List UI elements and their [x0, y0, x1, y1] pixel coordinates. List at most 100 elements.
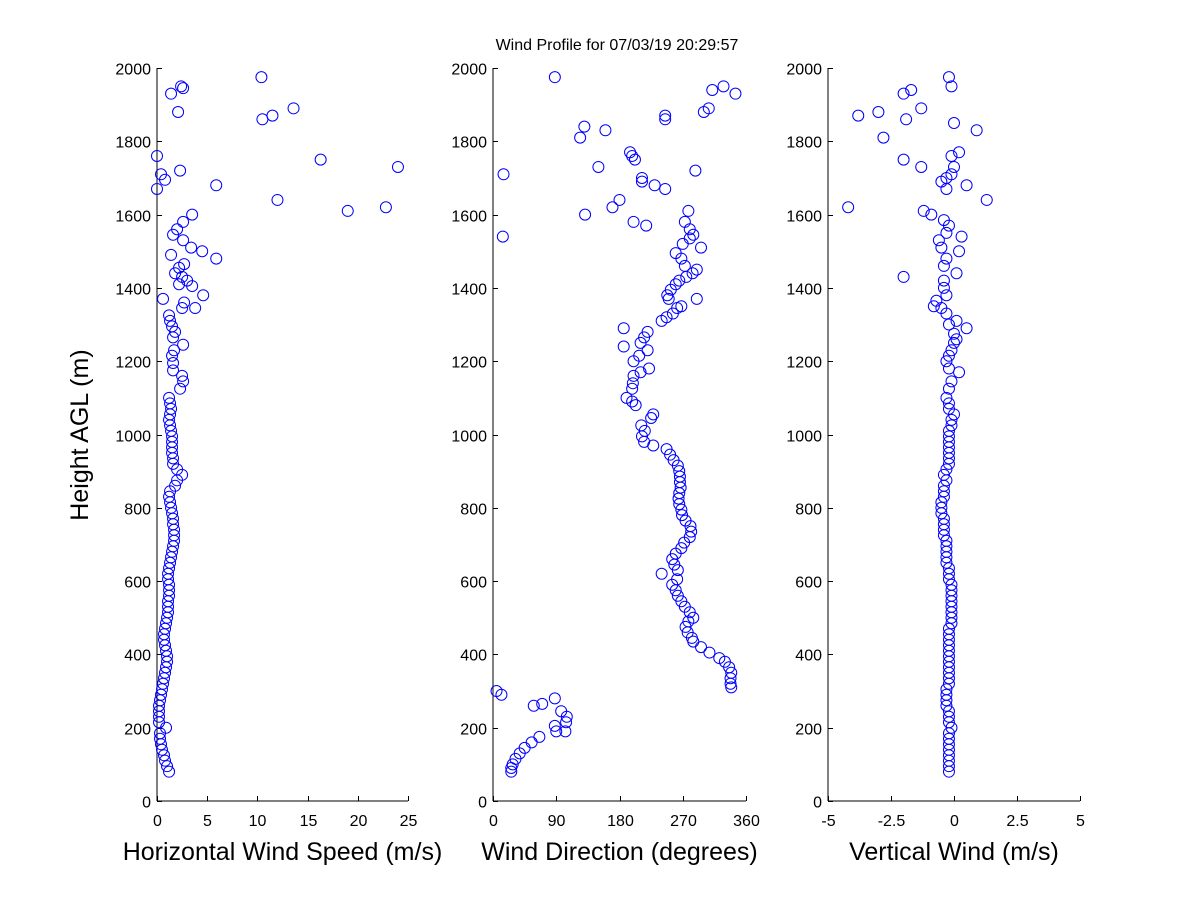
data-point	[695, 241, 708, 254]
data-point	[497, 168, 510, 181]
data-point	[932, 234, 945, 247]
data-point	[935, 175, 948, 188]
data-point	[942, 424, 955, 437]
x-tick-label: 360	[733, 813, 760, 830]
data-point	[559, 725, 572, 738]
data-point	[536, 697, 549, 710]
y-tick-label: 0	[813, 795, 822, 812]
data-point	[168, 344, 181, 357]
data-point	[163, 309, 176, 322]
data-point	[174, 382, 187, 395]
data-point	[729, 87, 742, 100]
data-point	[210, 252, 223, 265]
data-point	[159, 754, 172, 767]
data-point	[169, 325, 182, 338]
data-point	[169, 479, 182, 492]
data-point	[617, 322, 630, 335]
data-point	[702, 102, 715, 115]
data-point	[641, 344, 654, 357]
data-point	[579, 208, 592, 221]
data-point	[669, 278, 682, 291]
y-tick-label: 800	[795, 502, 822, 519]
y-axis-label: Height AGL (m)	[66, 349, 94, 520]
data-point	[676, 237, 689, 250]
data-point	[533, 730, 546, 743]
data-point	[166, 349, 179, 362]
data-point	[675, 300, 688, 313]
data-point	[900, 113, 913, 126]
data-point	[937, 512, 950, 525]
data-point	[942, 71, 955, 84]
data-point	[682, 204, 695, 217]
x-tick-label: 15	[300, 813, 318, 830]
data-point	[945, 578, 958, 591]
y-tick-label: 1400	[115, 282, 151, 299]
data-point	[945, 80, 958, 93]
y-tick-label: 1000	[451, 429, 487, 446]
data-point	[945, 375, 958, 388]
y-tick-label: 600	[795, 575, 822, 592]
data-point	[940, 355, 953, 368]
data-point	[673, 274, 686, 287]
data-point	[948, 116, 960, 129]
data-point	[945, 584, 958, 597]
data-point	[703, 646, 716, 659]
data-point	[675, 503, 688, 516]
data-point	[915, 102, 928, 115]
data-point	[626, 382, 639, 395]
data-point	[717, 80, 730, 93]
data-point	[635, 171, 648, 184]
data-point	[617, 340, 630, 353]
data-point	[578, 120, 591, 133]
y-tick-label: 800	[124, 502, 151, 519]
data-point	[671, 589, 684, 602]
data-point	[915, 160, 928, 173]
data-point	[496, 230, 509, 243]
y-tick-label: 200	[795, 722, 822, 739]
data-point	[626, 377, 639, 390]
data-point	[940, 534, 953, 547]
data-point	[155, 168, 168, 181]
data-point	[925, 208, 938, 221]
data-point	[158, 749, 171, 762]
data-point	[872, 105, 885, 118]
data-point	[177, 215, 190, 228]
data-point	[685, 525, 698, 538]
data-point	[897, 153, 910, 166]
y-tick-label: 200	[460, 722, 487, 739]
data-point	[940, 683, 953, 696]
y-tick-label: 0	[142, 795, 151, 812]
data-point	[669, 247, 682, 260]
x-tick-label: 2.5	[1006, 813, 1028, 830]
data-point	[942, 318, 955, 331]
data-point	[655, 314, 668, 327]
data-point	[163, 391, 176, 404]
data-point	[940, 289, 953, 302]
data-point	[599, 124, 612, 137]
data-point	[942, 382, 955, 395]
data-point	[706, 83, 719, 96]
data-point	[655, 567, 668, 580]
data-point	[271, 193, 284, 206]
data-point	[256, 113, 269, 126]
data-point	[942, 349, 955, 362]
data-point	[174, 164, 187, 177]
data-point	[629, 399, 642, 412]
data-point	[176, 302, 189, 315]
data-point	[606, 201, 619, 214]
data-point	[877, 131, 890, 144]
data-point	[189, 302, 202, 315]
data-point	[942, 562, 955, 575]
panel-1: 0 200 400 600 800 1000 1200 1400 1600 1800 2000 0 5 1…	[115, 62, 442, 867]
data-point	[937, 259, 950, 272]
data-point	[970, 124, 983, 137]
y-tick-label: 1600	[786, 209, 822, 226]
data-point	[937, 274, 950, 287]
x-axis-label: Horizontal Wind Speed (m/s)	[123, 838, 443, 866]
data-point	[945, 419, 958, 432]
data-point	[942, 705, 955, 718]
data-point	[172, 105, 185, 118]
data-point	[640, 219, 653, 232]
y-tick-label: 1800	[451, 135, 487, 152]
data-point	[506, 758, 519, 771]
